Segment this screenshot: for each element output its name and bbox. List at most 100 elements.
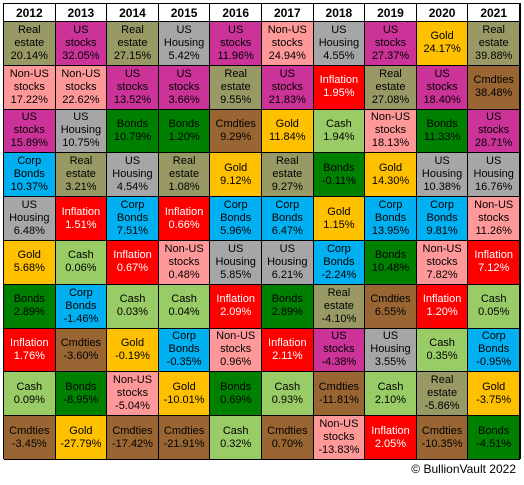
asset-label: Real estate [478, 23, 509, 49]
asset-label: Bonds [271, 293, 303, 306]
cell-2014-us-stocks: US stocks 13.52% [107, 65, 159, 110]
cell-2019-us-housing: US Housing 3.55% [365, 328, 417, 373]
cell-2021-cmdties: Cmdties 38.48% [468, 65, 520, 110]
cell-2012-bonds: Bonds 2.89% [4, 284, 56, 329]
return-value: -10.01% [163, 393, 205, 406]
return-value: 11.96% [217, 49, 254, 62]
cell-2016-us-stocks: US stocks 11.96% [210, 22, 262, 66]
asset-label: Cmdties [370, 293, 411, 306]
copyright-footer: © BullionVault 2022 [411, 462, 516, 476]
asset-label: Cash [377, 380, 404, 393]
asset-label: Real estate [427, 374, 458, 400]
return-value: 39.88% [475, 49, 513, 62]
cell-2021-cash: Cash 0.05% [468, 284, 520, 329]
asset-label: US Housing [267, 242, 308, 268]
return-value: 3.66% [168, 93, 200, 106]
return-value: 9.27% [271, 181, 303, 194]
asset-label: Bonds [478, 424, 510, 437]
return-value: -4.38% [321, 356, 357, 369]
asset-label: Cmdties [9, 424, 50, 437]
cell-2018-cmdties: Cmdties -11.81% [313, 372, 366, 417]
return-value: 17.22% [10, 93, 48, 106]
asset-label: Bonds [220, 380, 252, 393]
asset-label: Real estate [323, 286, 354, 312]
return-value: 0.70% [271, 437, 303, 450]
asset-label: Non-US stocks [422, 242, 462, 268]
cell-2012-non-us-stocks: Non-US stocks 17.22% [4, 65, 56, 110]
return-value: 2.09% [220, 306, 252, 319]
year-header-2018: 2018 [313, 4, 366, 22]
return-value: 1.76% [13, 349, 45, 362]
asset-label: Cmdties [163, 424, 205, 437]
return-value: 13.95% [371, 225, 410, 238]
return-value: 4.54% [116, 181, 149, 194]
return-value: -3.60% [63, 349, 99, 362]
cell-2013-us-stocks: US stocks 32.05% [55, 22, 108, 66]
cell-2015-inflation: Inflation 0.66% [158, 197, 211, 241]
asset-label: Corp Bonds [374, 199, 407, 225]
asset-label: US Housing [473, 155, 514, 181]
return-value: 18.40% [423, 93, 461, 106]
cell-2013-bonds: Bonds -8.95% [55, 372, 108, 417]
asset-label: Cmdties [318, 380, 360, 393]
cell-2018-gold: Gold 1.15% [313, 197, 366, 241]
cell-2019-real-estate: Real estate 27.08% [365, 65, 417, 110]
cell-2020-us-stocks: US stocks 18.40% [416, 65, 469, 110]
cell-2015-corp-bonds: Corp Bonds -0.35% [158, 328, 211, 373]
asset-label: Non-US stocks [61, 67, 101, 93]
return-value: -8.95% [63, 393, 99, 406]
asset-label: Cmdties [421, 424, 463, 437]
asset-label: Non-US stocks [267, 23, 307, 49]
return-value: -27.79% [60, 437, 102, 450]
asset-label: Real estate [220, 67, 251, 93]
return-value: 28.71% [475, 137, 513, 150]
cell-2014-cmdties: Cmdties -17.42% [107, 416, 159, 460]
cell-2021-us-stocks: US stocks 28.71% [468, 109, 520, 154]
asset-label: Cmdties [60, 336, 102, 349]
asset-label: Corp Bonds [220, 199, 252, 225]
cell-2013-inflation: Inflation 1.51% [55, 197, 108, 241]
return-value: -1.46% [63, 312, 99, 325]
return-value: 2.89% [13, 306, 45, 319]
return-value: 9.55% [220, 93, 252, 106]
return-value: 13.52% [113, 93, 152, 106]
cell-2015-us-housing: US Housing 5.42% [158, 22, 211, 66]
return-value: 3.21% [65, 181, 97, 194]
cell-2016-non-us-stocks: Non-US stocks 0.96% [210, 328, 262, 373]
asset-label: Gold [482, 380, 506, 393]
return-value: 4.55% [323, 49, 355, 62]
asset-label: Real estate [169, 155, 200, 181]
cell-2018-non-us-stocks: Non-US stocks -13.83% [313, 416, 366, 460]
return-value: 7.51% [116, 225, 149, 238]
return-value: 6.55% [374, 306, 407, 319]
asset-label: US Housing [421, 155, 463, 181]
cell-2019-corp-bonds: Corp Bonds 13.95% [365, 197, 417, 241]
asset-label: Corp Bonds [168, 330, 200, 356]
cell-2020-cmdties: Cmdties -10.35% [416, 416, 469, 460]
asset-label: US Housing [9, 199, 50, 225]
asset-label: Inflation [319, 74, 359, 87]
asset-label: Gold [224, 161, 248, 174]
return-value: 0.48% [168, 268, 200, 281]
asset-label: US stocks [374, 23, 407, 49]
cell-2018-inflation: Inflation 1.95% [313, 65, 366, 110]
year-header-2015: 2015 [158, 4, 211, 22]
asset-label: Gold [172, 380, 196, 393]
cell-2020-corp-bonds: Corp Bonds 9.81% [416, 197, 469, 241]
asset-label: Inflation [10, 336, 49, 349]
return-value: -4.51% [476, 437, 512, 450]
return-value: -4.10% [321, 312, 357, 325]
cell-2013-cmdties: Cmdties -3.60% [55, 328, 108, 373]
return-value: 1.20% [168, 130, 200, 143]
return-value: 9.12% [220, 174, 252, 187]
return-value: 10.79% [113, 130, 152, 143]
return-value: 15.89% [10, 137, 48, 150]
return-value: 11.26% [475, 225, 512, 238]
cell-2016-us-housing: US Housing 5.85% [210, 241, 262, 285]
quilt-grid: 2012 2013 2014 2015 2016 2017 2018 2019 2020 2021… [3, 3, 521, 460]
cell-2018-real-estate: Real estate -4.10% [313, 284, 366, 329]
cell-2020-bonds: Bonds 11.33% [416, 109, 469, 154]
asset-label: Bonds [374, 249, 407, 262]
year-header-2013: 2013 [55, 4, 108, 22]
return-value: 6.48% [13, 225, 45, 238]
